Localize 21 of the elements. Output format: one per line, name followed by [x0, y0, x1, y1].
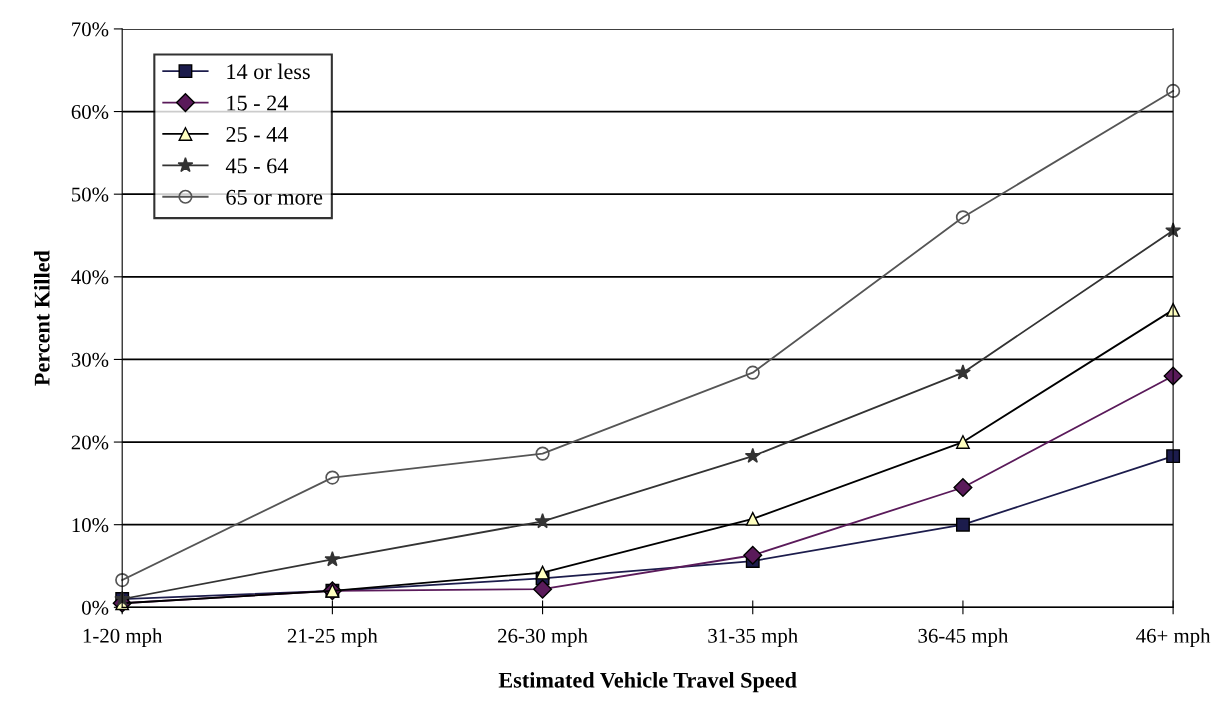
y-tick-label: 60%	[71, 104, 109, 120]
legend-label: 45 - 64	[225, 158, 289, 174]
y-tick-label: 50%	[72, 187, 109, 202]
y-tick-label: 70%	[72, 22, 109, 37]
y-tick-label: 40%	[71, 270, 109, 285]
x-tick-label: 31-35 mph	[708, 628, 798, 648]
x-tick-label: 1-20 mph	[83, 628, 163, 648]
y-axis-title: Percent Killed	[34, 250, 50, 386]
x-tick-label: 21-25 mph	[287, 628, 378, 648]
x-tick-label: 26-30 mph	[498, 628, 588, 648]
x-axis-title: Estimated Vehicle Travel Speed	[498, 672, 797, 693]
legend-label: 15 - 24	[227, 95, 289, 111]
y-tick-label: 20%	[71, 435, 109, 450]
y-tick-label: 0%	[82, 600, 109, 615]
x-tick-label: 36-45 mph	[918, 628, 1009, 648]
x-tick-label: 46+ mph	[1136, 628, 1211, 648]
y-tick-label: 30%	[71, 352, 109, 367]
legend-label: 14 or less	[227, 63, 310, 80]
legend-label: 65 or more	[226, 189, 323, 205]
y-tick-label: 10%	[72, 518, 109, 533]
legend-label: 25 - 44	[226, 127, 289, 142]
